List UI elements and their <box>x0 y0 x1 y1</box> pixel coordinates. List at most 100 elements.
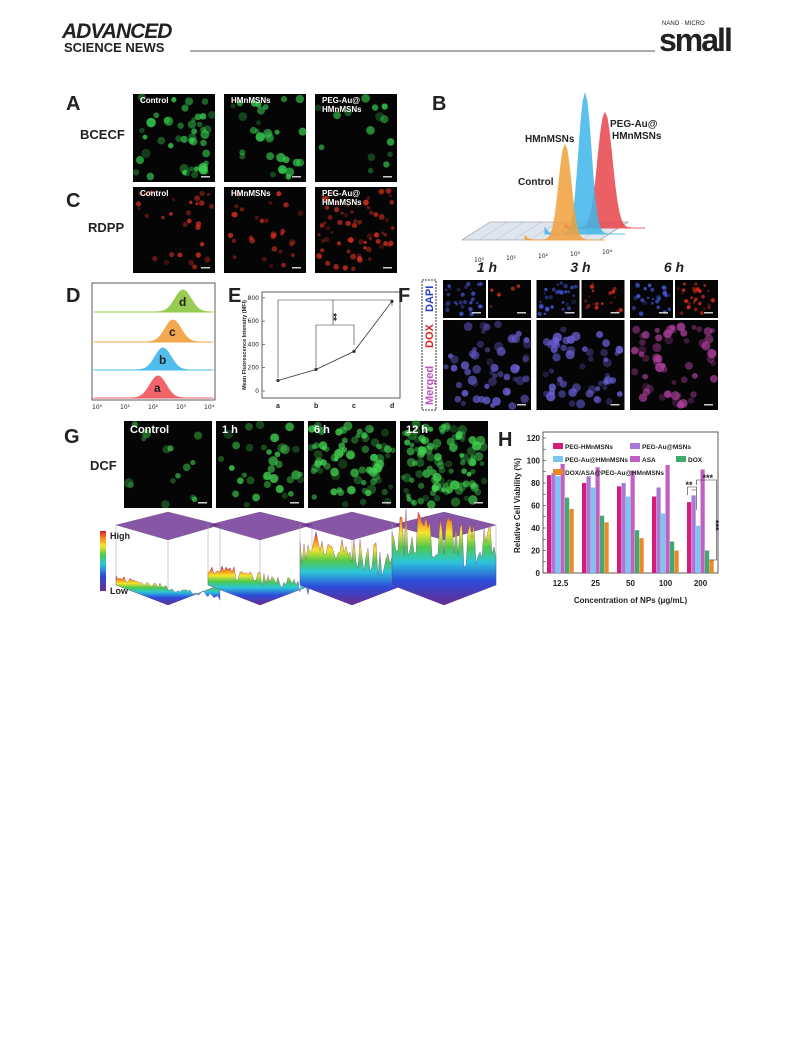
cell <box>195 224 201 231</box>
cell <box>168 142 174 149</box>
cell <box>137 206 142 211</box>
bar <box>674 550 679 573</box>
cell <box>207 111 216 119</box>
cell <box>285 422 295 432</box>
cell <box>255 132 265 142</box>
legend-swatch <box>676 456 686 462</box>
cell <box>350 468 359 478</box>
cell <box>652 356 663 366</box>
image-label: PEG-Au@ <box>322 96 360 105</box>
cell <box>587 295 590 298</box>
cell <box>656 295 661 300</box>
cell <box>142 134 148 140</box>
cell <box>595 302 599 306</box>
x-tick-label: 10⁴ <box>602 249 613 256</box>
cell <box>469 459 477 467</box>
cell <box>679 311 684 315</box>
cell <box>459 459 466 466</box>
cell <box>600 348 608 357</box>
cell <box>693 307 698 312</box>
cell <box>470 468 476 475</box>
y-tick-label: 20 <box>531 547 540 556</box>
surface-top <box>208 512 312 540</box>
cell <box>318 144 325 151</box>
cell <box>522 375 530 383</box>
cell <box>141 436 147 442</box>
cell <box>171 97 177 103</box>
cell <box>537 311 542 317</box>
image-label: Control <box>140 189 168 198</box>
cell <box>613 296 616 299</box>
cell <box>249 126 258 134</box>
cell <box>285 174 292 180</box>
cell <box>460 400 466 406</box>
cell <box>292 158 301 167</box>
cell <box>142 429 151 439</box>
cell <box>570 285 574 290</box>
cell <box>202 149 211 158</box>
cell <box>347 236 354 243</box>
bar <box>617 486 622 573</box>
cell <box>602 339 610 347</box>
cell <box>198 162 208 173</box>
cell <box>603 376 611 384</box>
cell <box>200 139 207 147</box>
cell <box>357 219 362 225</box>
cell <box>474 488 482 496</box>
cell <box>612 286 617 292</box>
cell <box>175 135 183 143</box>
cell <box>641 331 650 339</box>
cell <box>669 326 677 334</box>
cell <box>191 128 198 135</box>
cell <box>370 453 378 462</box>
cell <box>232 255 237 260</box>
cell <box>449 480 460 490</box>
bar <box>705 550 710 573</box>
bar <box>665 465 670 573</box>
cell <box>585 348 594 357</box>
cell <box>515 330 522 337</box>
bar <box>595 467 600 573</box>
cell <box>356 428 363 435</box>
cell <box>269 264 274 269</box>
cell <box>544 287 548 291</box>
cell <box>163 116 171 124</box>
cell <box>385 187 392 194</box>
cell <box>406 447 415 456</box>
cell <box>188 259 195 266</box>
cell <box>313 442 320 449</box>
cell <box>543 312 547 316</box>
cell <box>552 332 563 343</box>
cell <box>132 169 140 176</box>
cell <box>363 240 367 244</box>
cell <box>703 327 713 336</box>
cell <box>427 500 436 509</box>
cell <box>168 252 175 258</box>
cell <box>131 421 138 428</box>
cell <box>483 323 491 331</box>
cell <box>311 463 320 473</box>
cell <box>320 238 326 243</box>
channel-label: DOX <box>424 324 436 349</box>
cell <box>523 336 530 344</box>
cell <box>191 496 198 503</box>
cell <box>418 434 426 442</box>
cell <box>567 290 571 294</box>
x-tick-label: 10² <box>538 253 549 260</box>
cell <box>668 307 671 311</box>
cell <box>571 299 577 305</box>
cell <box>445 301 450 307</box>
cell <box>373 212 379 218</box>
cell <box>337 489 345 497</box>
cell <box>652 343 662 353</box>
cell <box>337 241 341 245</box>
legend-label: PEG-HMnMSNs <box>565 444 613 451</box>
cell <box>355 433 361 439</box>
panel-label: G <box>64 426 80 448</box>
cell <box>195 202 199 206</box>
cell <box>456 430 466 440</box>
cell <box>268 456 278 466</box>
cell <box>459 311 464 317</box>
cell <box>489 370 495 376</box>
cell <box>363 199 369 206</box>
